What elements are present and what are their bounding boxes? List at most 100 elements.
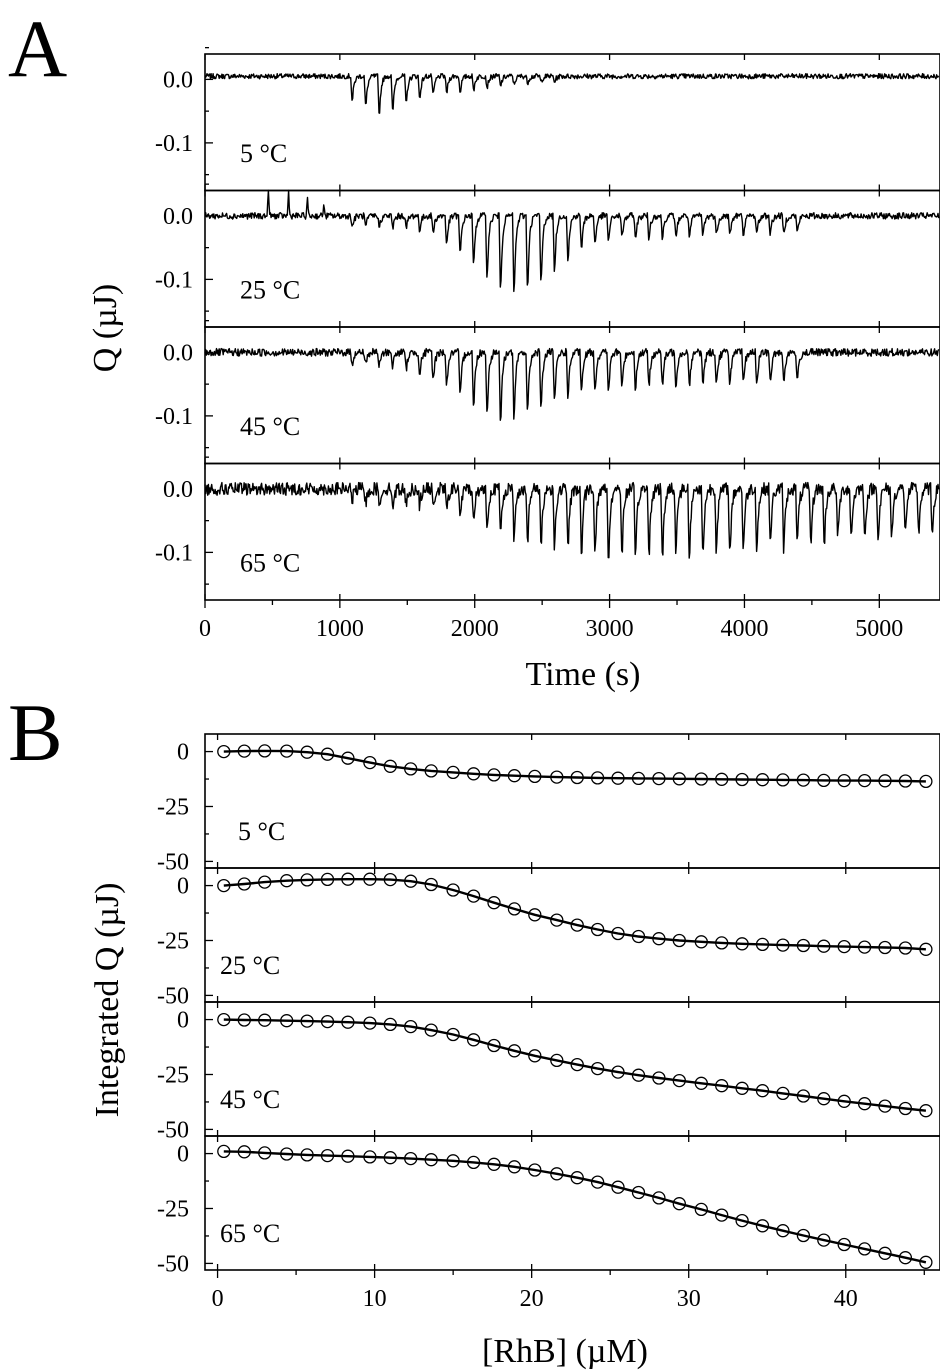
data-point xyxy=(528,908,542,922)
data-point xyxy=(796,773,811,787)
data-point xyxy=(404,1151,418,1166)
data-point xyxy=(466,889,481,903)
data-point xyxy=(837,939,851,954)
data-point xyxy=(507,769,522,783)
data-point xyxy=(652,1191,666,1205)
data-point xyxy=(570,1057,584,1072)
data-point xyxy=(919,1255,933,1269)
data-point xyxy=(611,771,625,785)
data-point xyxy=(217,1012,231,1027)
data-point xyxy=(217,744,231,759)
data-point xyxy=(446,1154,460,1168)
x-tick-label: 1000 xyxy=(316,616,364,642)
y-tick-label: -50 xyxy=(157,1117,189,1143)
data-point xyxy=(507,902,522,916)
data-point xyxy=(217,878,231,893)
data-point xyxy=(237,744,251,758)
data-point xyxy=(837,1237,851,1252)
data-point xyxy=(631,929,646,944)
data-point xyxy=(631,771,646,786)
data-point xyxy=(300,745,314,759)
y-tick-label: 0 xyxy=(177,1142,189,1168)
data-point xyxy=(466,1033,481,1047)
data-point xyxy=(755,937,770,952)
data-point xyxy=(550,913,564,927)
data-point xyxy=(258,875,272,889)
data-point xyxy=(590,1061,605,1076)
x-tick-label: 5000 xyxy=(855,616,903,642)
data-point xyxy=(237,1013,251,1027)
data-point xyxy=(898,941,913,955)
data-point xyxy=(652,1071,666,1085)
data-point xyxy=(755,773,770,787)
data-point xyxy=(320,1148,335,1163)
data-point xyxy=(652,771,666,786)
data-point xyxy=(878,940,892,955)
data-point xyxy=(320,872,335,887)
y-tick-label: -25 xyxy=(157,1062,189,1088)
data-point xyxy=(570,918,584,932)
y-tick-label: -0.1 xyxy=(155,404,193,430)
data-point xyxy=(363,1150,377,1164)
x-axis-label: Time (s) xyxy=(526,656,641,693)
y-tick-label: -25 xyxy=(157,928,189,954)
data-point xyxy=(672,1197,686,1211)
data-point xyxy=(590,1175,605,1189)
x-tick-label: 2000 xyxy=(451,616,499,642)
data-point xyxy=(796,938,811,953)
x-tick-label: 30 xyxy=(677,1286,701,1312)
data-point xyxy=(446,1027,460,1042)
subplot-frame xyxy=(204,326,940,465)
data-point xyxy=(404,1019,418,1034)
y-tick-label: 0.0 xyxy=(163,67,193,93)
data-point xyxy=(404,762,418,776)
data-point xyxy=(300,1014,314,1028)
data-point xyxy=(898,774,913,788)
panel-b-letter: B xyxy=(8,687,63,778)
data-point xyxy=(258,744,272,758)
data-point xyxy=(694,1076,708,1090)
data-point xyxy=(631,1068,646,1082)
data-point xyxy=(280,1014,294,1028)
x-tick-label: 40 xyxy=(834,1286,858,1312)
data-point xyxy=(652,932,666,946)
data-point xyxy=(919,1104,933,1118)
data-point xyxy=(715,1079,729,1093)
data-point xyxy=(300,1148,314,1162)
data-point xyxy=(363,872,377,886)
data-point xyxy=(341,1149,355,1163)
data-point xyxy=(715,1208,729,1222)
data-point xyxy=(694,1202,708,1217)
data-point xyxy=(611,1065,625,1079)
data-point xyxy=(755,1084,770,1098)
data-point xyxy=(383,1151,397,1165)
data-point xyxy=(878,1099,892,1113)
data-point xyxy=(898,1101,913,1116)
data-point xyxy=(404,874,418,888)
data-point xyxy=(735,772,749,787)
y-tick-label: 0 xyxy=(177,874,189,900)
y-axis-label: Integrated Q (µJ) xyxy=(89,883,126,1118)
data-point xyxy=(817,939,831,953)
data-point xyxy=(528,1049,542,1063)
subplot-frame xyxy=(204,867,940,1003)
data-point xyxy=(424,764,438,778)
data-point xyxy=(280,874,294,888)
data-point xyxy=(857,940,872,954)
y-tick-label: 0.0 xyxy=(163,340,193,366)
data-point xyxy=(857,1097,872,1111)
data-point xyxy=(487,896,501,910)
data-point xyxy=(363,1016,377,1030)
temperature-label: 25 °C xyxy=(240,276,300,305)
heat-trace xyxy=(204,347,940,421)
data-point xyxy=(776,1086,790,1101)
temperature-label: 65 °C xyxy=(220,1219,280,1248)
data-point xyxy=(735,1213,749,1228)
heat-trace xyxy=(204,72,940,114)
data-point xyxy=(466,1155,481,1170)
data-point xyxy=(320,747,335,761)
data-point xyxy=(837,1094,851,1108)
x-tick-label: 20 xyxy=(520,1286,544,1312)
data-point xyxy=(280,744,294,758)
data-point xyxy=(878,1246,892,1260)
